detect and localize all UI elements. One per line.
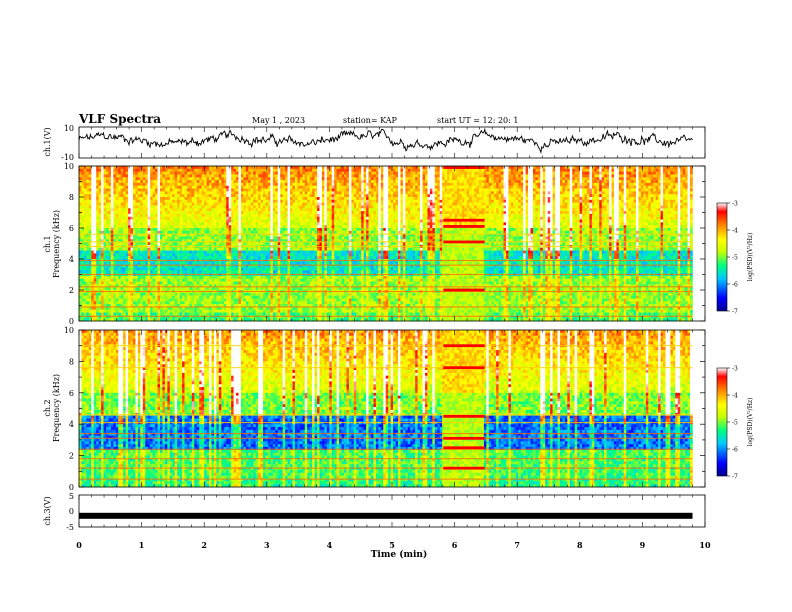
header-station: station= KAP [343, 116, 398, 125]
yt1-label-4: 4 [69, 255, 74, 264]
ch1-colorbar-gradient [716, 202, 728, 312]
ch1-ytick-bottom: -10 [61, 153, 74, 162]
header-date: May 1 , 2023 [252, 116, 305, 125]
cbt1-label--6: -6 [732, 282, 738, 289]
ch1-colorbar-label: log(PSD)(V²/Hz) [747, 233, 754, 282]
yt2-label-0: 0 [69, 483, 74, 492]
time-tick-4: 4 [327, 540, 333, 550]
ch2-colorbar-ticks: -3 -4 -5 -6 -7 [727, 366, 738, 481]
cbt1-label--7: -7 [732, 309, 738, 316]
cbt1-label--4: -4 [732, 228, 738, 235]
ch3-ytick-bottom: -5 [66, 523, 74, 532]
ch3-ytick-top: 5 [69, 492, 74, 501]
yt2-label-8: 8 [69, 357, 74, 366]
yt2-label-10: 10 [64, 326, 74, 335]
time-axis-tick-labels: 0 1 2 3 4 5 6 7 8 9 10 [76, 540, 711, 550]
yt2-label-4: 4 [69, 420, 74, 429]
time-tick-3: 3 [264, 540, 270, 550]
yt1-label-0: 0 [69, 317, 74, 326]
figure-title: VLF Spectra [78, 112, 161, 126]
ch1-spectrogram-image [79, 166, 693, 322]
ch1-waveform-panel: 10 -10 ch.1(V) [43, 124, 706, 162]
time-tick-1: 1 [139, 540, 145, 550]
time-tick-10: 10 [699, 540, 711, 550]
ch1-colorbar: -3 -4 -5 -6 -7 log(PSD)(V²/Hz) [716, 201, 754, 316]
ch2-colorbar-gradient [716, 367, 728, 477]
yt2-label-2: 2 [69, 452, 74, 461]
cbt2-label--5: -5 [732, 420, 738, 427]
ch1-spec-ylabel-channel: ch.1 [43, 235, 52, 252]
time-tick-2: 2 [201, 540, 207, 550]
yt1-label-10: 10 [64, 162, 74, 171]
cbt2-label--6: -6 [732, 447, 738, 454]
cbt1-label--3: -3 [732, 201, 738, 208]
ch1-spec-ylabel-frequency: Frequency (kHz) [52, 210, 61, 278]
ch2-spec-ylabel-channel: ch.2 [43, 399, 52, 416]
ch3-waveform-panel: 5 0 -5 ch.3(V) [43, 492, 706, 532]
ch1-spectrogram-panel: 0 2 4 6 8 10 ch.1 Frequency (kHz) [43, 162, 706, 326]
cbt2-label--4: -4 [732, 393, 738, 400]
cbt1-label--5: -5 [732, 255, 738, 262]
ch3-waveform-ylabel: ch.3(V) [43, 496, 52, 525]
ch1-colorbar-ticks: -3 -4 -5 -6 -7 [727, 201, 738, 316]
time-tick-9: 9 [640, 540, 646, 550]
ch2-colorbar: -3 -4 -5 -6 -7 log(PSD)(V²/Hz) [716, 366, 754, 481]
yt1-label-8: 8 [69, 193, 74, 202]
ch2-spec-ylabel-frequency: Frequency (kHz) [52, 374, 61, 442]
ch1-waveform-ylabel: ch.1(V) [43, 127, 52, 156]
cbt2-label--3: -3 [732, 366, 738, 373]
ch1-freq-ticks: 0 2 4 6 8 10 [64, 162, 705, 326]
ch3-ytick-middle: 0 [69, 507, 74, 516]
ch2-colorbar-label: log(PSD)(V²/Hz) [747, 398, 754, 447]
cbt2-label--7: -7 [732, 474, 738, 481]
time-axis-ticks [78, 127, 706, 527]
time-tick-5: 5 [389, 540, 395, 550]
yt1-label-2: 2 [69, 286, 74, 295]
ch3-waveform-band [79, 512, 693, 519]
time-tick-8: 8 [577, 540, 583, 550]
time-tick-6: 6 [452, 540, 458, 550]
time-axis-label: Time (min) [371, 549, 428, 560]
time-tick-7: 7 [514, 540, 520, 550]
ch2-spectrogram-image [79, 330, 693, 488]
yt1-label-6: 6 [69, 224, 74, 233]
yt2-label-6: 6 [69, 389, 74, 398]
header-start-time: start UT = 12: 20: 1 [437, 116, 518, 125]
ch2-freq-ticks: 0 2 4 6 8 10 [64, 326, 705, 492]
ch1-waveform-line [78, 127, 693, 155]
ch1-ytick-top: 10 [64, 124, 74, 133]
time-tick-0: 0 [76, 540, 82, 550]
ch2-spectrogram-panel: 0 2 4 6 8 10 ch.2 Frequency (kHz) [43, 326, 706, 492]
